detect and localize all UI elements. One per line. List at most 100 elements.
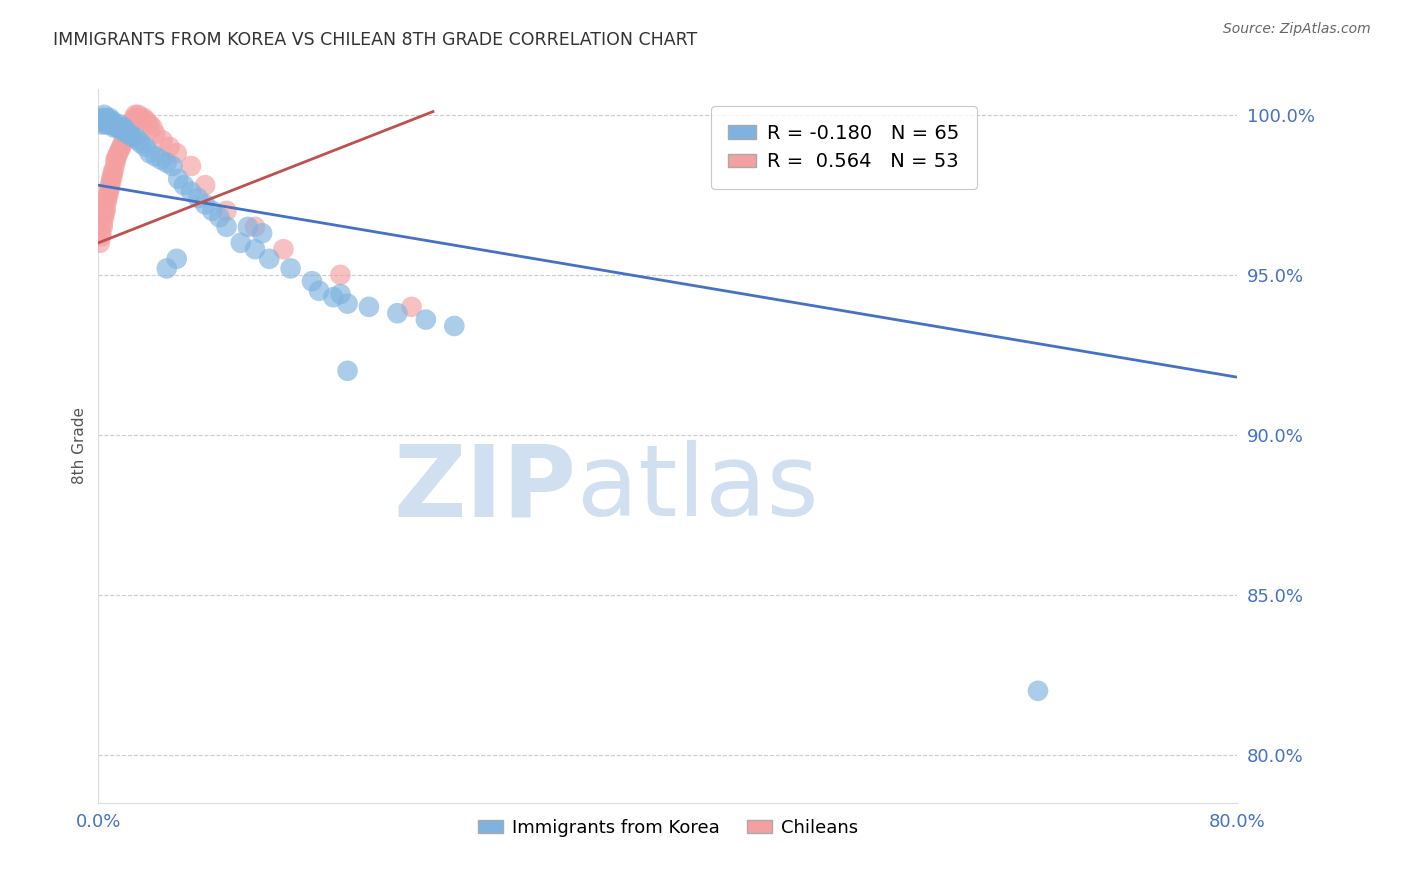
Point [166, 146, 188, 161]
Point [89, 114, 111, 128]
Point [104, 153, 127, 167]
Point [107, 120, 129, 135]
Point [134, 140, 156, 154]
Point [96, 111, 118, 125]
Point [152, 133, 174, 147]
Point [111, 136, 134, 151]
Point [120, 117, 142, 131]
Point [101, 165, 124, 179]
Point [167, 171, 190, 186]
Point [96, 114, 118, 128]
Point [115, 127, 138, 141]
Point [145, 127, 167, 141]
Point [329, 287, 352, 301]
Point [135, 114, 157, 128]
Point [90, 229, 112, 244]
Point [194, 197, 217, 211]
Point [93, 111, 115, 125]
Point [138, 146, 160, 161]
Point [280, 261, 302, 276]
Point [100, 117, 122, 131]
Point [122, 111, 145, 125]
Point [93, 210, 115, 224]
Point [91, 217, 114, 231]
Point [243, 242, 266, 256]
Point [173, 178, 195, 193]
Point [114, 124, 136, 138]
Legend: Immigrants from Korea, Chileans: Immigrants from Korea, Chileans [471, 812, 865, 844]
Point [141, 120, 163, 135]
Point [215, 219, 238, 234]
Point [112, 133, 135, 147]
Point [387, 306, 409, 320]
Point [124, 130, 146, 145]
Point [308, 284, 330, 298]
Point [259, 252, 281, 266]
Point [187, 191, 209, 205]
Point [121, 114, 143, 128]
Point [91, 114, 114, 128]
Point [96, 191, 118, 205]
Point [100, 175, 122, 189]
Point [401, 300, 423, 314]
Point [94, 117, 117, 131]
Point [121, 130, 143, 145]
Point [336, 296, 359, 310]
Point [94, 114, 117, 128]
Point [94, 201, 117, 215]
Point [127, 108, 149, 122]
Point [97, 185, 120, 199]
Point [118, 120, 141, 135]
Point [98, 181, 121, 195]
Point [201, 203, 224, 218]
Point [101, 117, 124, 131]
Point [443, 318, 465, 333]
Point [97, 114, 120, 128]
Point [273, 242, 295, 256]
Point [150, 153, 173, 167]
Point [250, 226, 273, 240]
Point [108, 117, 131, 131]
Point [336, 364, 359, 378]
Point [90, 117, 112, 131]
Point [124, 108, 146, 122]
Point [91, 219, 114, 234]
Point [180, 185, 202, 199]
Point [236, 219, 259, 234]
Point [96, 194, 118, 209]
Point [1026, 683, 1049, 698]
Point [156, 261, 179, 276]
Point [118, 127, 141, 141]
Point [89, 235, 111, 250]
Point [105, 120, 128, 135]
Point [301, 274, 323, 288]
Point [107, 146, 129, 161]
Point [101, 169, 124, 183]
Point [110, 120, 132, 135]
Point [93, 207, 115, 221]
Point [111, 124, 134, 138]
Point [129, 111, 152, 125]
Point [322, 290, 344, 304]
Point [127, 133, 149, 147]
Point [105, 149, 128, 163]
Point [114, 130, 136, 145]
Point [156, 156, 179, 170]
Point [90, 226, 112, 240]
Point [129, 136, 152, 151]
Point [97, 187, 120, 202]
Point [98, 178, 121, 193]
Point [108, 143, 131, 157]
Point [243, 219, 266, 234]
Point [329, 268, 352, 282]
Point [91, 111, 114, 125]
Point [94, 203, 117, 218]
Point [194, 178, 217, 193]
Point [357, 300, 380, 314]
Point [415, 312, 437, 326]
Point [159, 140, 181, 154]
Point [104, 117, 127, 131]
Point [97, 117, 120, 131]
Text: Source: ZipAtlas.com: Source: ZipAtlas.com [1223, 22, 1371, 37]
Point [98, 114, 121, 128]
